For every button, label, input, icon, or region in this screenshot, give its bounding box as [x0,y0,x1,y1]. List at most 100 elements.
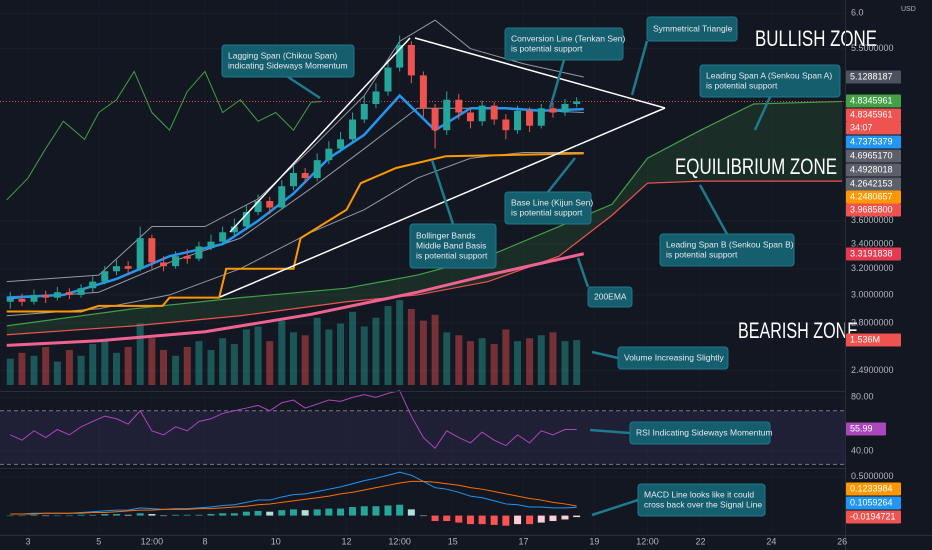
volume-bar [466,341,474,385]
volume-bar [266,341,274,385]
candle-body [466,112,474,122]
y-tick-label: 3.6000000 [851,215,894,225]
volume-bar [172,355,180,385]
macd-histogram-bar [478,515,486,525]
callout-text: cross back over the Signal Line [644,499,762,509]
candle-body [549,108,557,113]
zone-label: BULLISH ZONE [755,26,877,51]
price-tag-label: 4.8345961 [850,95,893,105]
x-tick-label: 12 [342,536,352,546]
annotations: Lagging Span (Chikou Span)indicating Sid… [221,16,841,517]
volume-bar [124,346,132,385]
price-tag [846,108,901,122]
volume-bar [396,300,404,385]
volume-bar [183,346,191,385]
candle-body [53,292,61,298]
volume-bar [89,344,97,385]
candle-body [573,101,581,104]
x-tick-label: 19 [589,536,599,546]
price-tag [846,190,901,204]
price-tag [846,333,901,347]
volume-bar [101,341,109,385]
candle-body [160,262,168,267]
volume-bar [431,314,439,385]
price-tag-label: 3.3191838 [850,248,893,258]
callout-text: Volume Increasing Slightly [624,352,724,362]
macd-histogram-bar [18,515,26,517]
price-tag-label: 55.99 [850,423,873,433]
y-tick-label: 2.8000000 [851,317,894,327]
volume-bar [349,311,357,385]
macd-histogram-bar [30,514,38,516]
volume-bar [289,332,297,385]
price-tag-label: 1.536M [850,334,880,344]
candle-body [289,172,297,187]
macd-histogram-bar [53,515,61,517]
callout-box [659,233,795,267]
x-tick-label: 12:00 [636,536,659,546]
callout-text: is potential support [511,43,583,53]
price-tag-label: 4.6965170 [850,150,893,160]
candle-body [419,75,427,109]
price-tag-label: 4.4928018 [850,164,893,174]
candle-body [124,266,132,269]
macd-histogram-bar [65,515,73,517]
callout-box [504,27,624,61]
y-tick-label: 3.4000000 [851,238,894,248]
callout-arrow [287,75,321,100]
macd-histogram-bar [207,514,215,516]
callout-arrow [547,157,576,193]
callout-box [409,223,497,269]
candle-body [195,246,203,259]
callout-text: Base Line (Kijun Sen) [511,197,593,207]
price-tag-label: 4.8345961 [850,109,893,119]
callout-text: 200EMA [594,291,627,301]
candle-body [443,99,451,131]
candle-body [183,256,191,259]
callout-text: MACD Line looks like it could [644,489,754,499]
macd-histogram-bar [360,506,368,516]
macd-histogram-bar [42,515,50,517]
volume-bar [301,335,309,385]
y-tick-label: 2.4900000 [851,365,894,375]
macd-histogram-bar [349,507,357,516]
y-tick-label: 40.00 [851,445,874,455]
volume-bar [148,338,156,385]
volume-bar [490,344,498,385]
callout-arrow [430,159,455,225]
volume-bar [514,341,522,385]
candle-body [396,44,404,68]
volume-bar [6,358,14,385]
candle-body [349,119,357,140]
price-tag-label: -0.0194721 [850,511,896,521]
macd-histogram-bar [514,515,522,525]
macd-histogram-bar [101,514,109,516]
macd-histogram-bar [372,506,380,516]
price-tag [846,94,901,108]
candle-body [42,294,50,298]
volume-bar [372,317,380,385]
candle-body [219,232,227,242]
x-tick-label: 24 [766,536,776,546]
candle-body [136,238,144,269]
volume-bar [278,320,286,385]
x-tick-label: 22 [696,536,706,546]
callout-box [646,16,738,42]
volume-bar [195,341,203,385]
indicator-line [6,152,584,313]
candle-body [561,103,569,113]
triangle-line [229,37,411,233]
macd-histogram-bar [313,509,321,516]
macd-histogram-bar [89,514,97,516]
volume-bar [313,317,321,385]
price-tag [846,70,901,84]
macd-histogram-bar [455,515,463,523]
callout-text: Lagging Span (Chikou Span) [228,50,337,60]
macd-histogram-bar [278,510,286,516]
candle-body [313,160,321,179]
price-tag [846,121,901,135]
price-tag [846,203,901,217]
volume-bar [77,355,85,385]
price-tag [846,135,901,149]
